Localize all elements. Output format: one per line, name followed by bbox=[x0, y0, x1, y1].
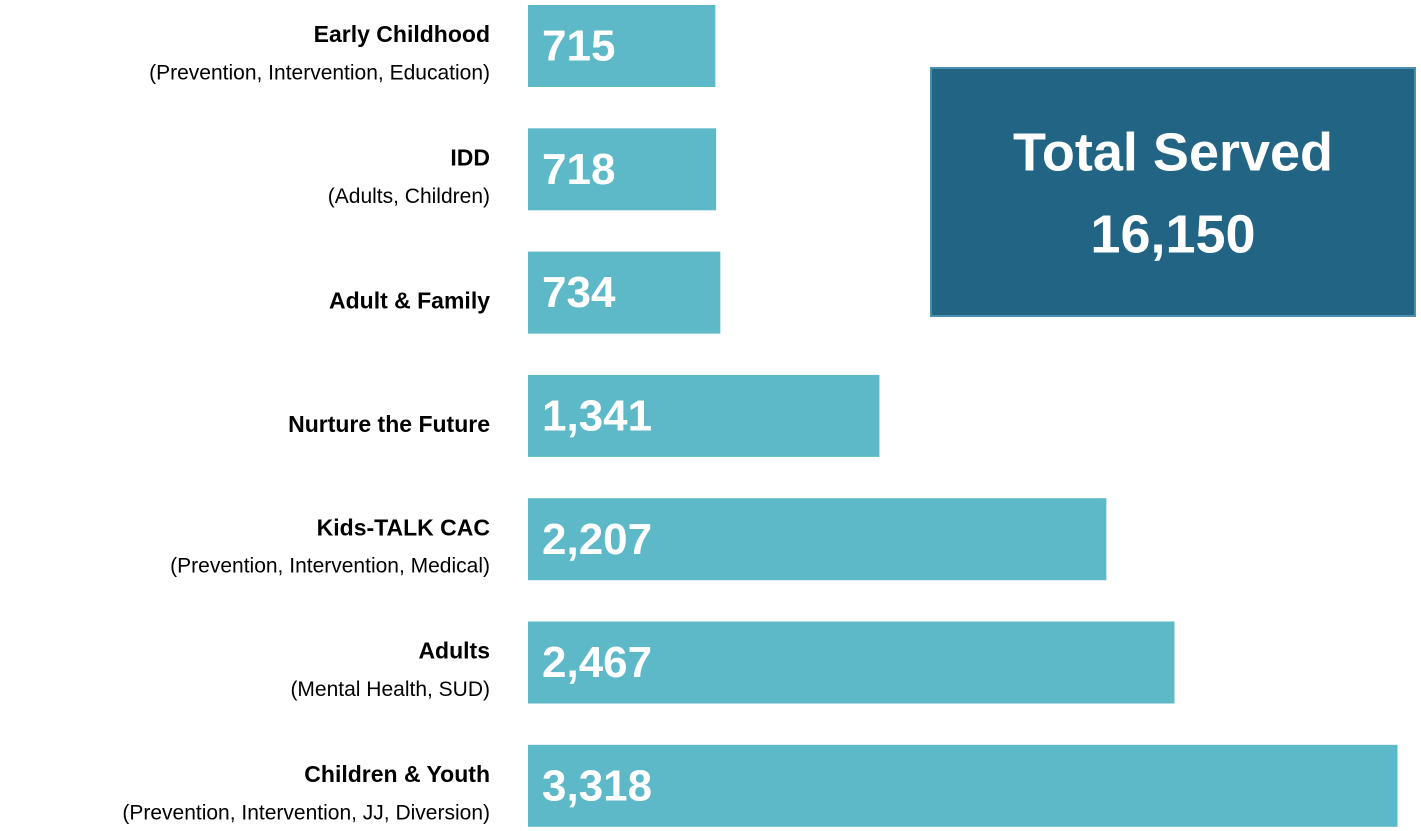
bar bbox=[528, 251, 721, 334]
category-label: Early Childhood bbox=[314, 21, 490, 47]
value-label: 1,341 bbox=[542, 392, 652, 441]
category-label: Adults bbox=[418, 638, 490, 664]
bar bbox=[528, 744, 1398, 827]
total-title: Total Served bbox=[1013, 122, 1333, 182]
value-label: 2,207 bbox=[542, 515, 652, 564]
bar bbox=[528, 128, 717, 211]
bar bbox=[528, 621, 1175, 704]
value-label: 3,318 bbox=[542, 761, 652, 810]
category-note: (Prevention, Intervention, Education) bbox=[149, 62, 490, 85]
value-label: 734 bbox=[542, 268, 616, 317]
category-note: (Mental Health, SUD) bbox=[290, 678, 490, 701]
total-box bbox=[930, 67, 1416, 317]
category-note: (Prevention, Intervention, JJ, Diversion… bbox=[122, 801, 490, 824]
bar bbox=[528, 498, 1107, 581]
category-label: IDD bbox=[450, 144, 490, 170]
category-label: Adult & Family bbox=[329, 288, 490, 314]
value-label: 715 bbox=[542, 22, 615, 71]
category-label: Kids-TALK CAC bbox=[317, 514, 490, 540]
value-label: 2,467 bbox=[542, 638, 652, 687]
category-note: (Prevention, Intervention, Medical) bbox=[170, 555, 490, 578]
category-label: Children & Youth bbox=[304, 761, 490, 787]
bar bbox=[528, 374, 880, 457]
value-label: 718 bbox=[542, 145, 615, 194]
category-note: (Adults, Children) bbox=[328, 185, 490, 208]
bar bbox=[528, 5, 716, 87]
total-value: 16,150 bbox=[1090, 204, 1255, 264]
category-label: Nurture the Future bbox=[288, 411, 490, 437]
